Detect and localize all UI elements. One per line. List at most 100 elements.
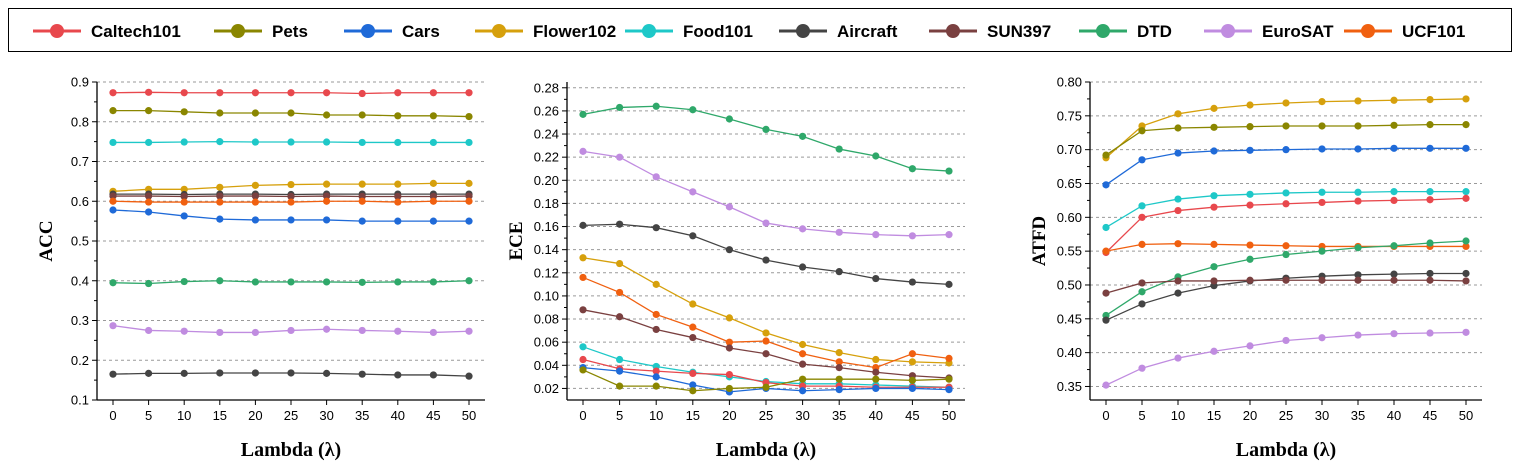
x-tick-label: 25 (759, 408, 773, 423)
series-line (582, 105, 950, 172)
data-point (216, 138, 224, 146)
data-point (323, 278, 331, 286)
data-point (109, 206, 117, 214)
series-sun397 (1102, 276, 1470, 297)
series-food101 (1102, 188, 1470, 232)
x-tick-label: 15 (686, 408, 700, 423)
data-point (1102, 181, 1110, 189)
data-point (1138, 300, 1146, 308)
data-point (835, 358, 843, 366)
data-point (287, 369, 295, 377)
data-point (762, 383, 770, 391)
data-point (1174, 289, 1182, 297)
y-tick-label: 0.7 (71, 154, 89, 169)
legend-entry-cars: Cars (344, 22, 440, 41)
data-point (616, 259, 624, 268)
data-point (1462, 144, 1470, 152)
data-point (1390, 270, 1398, 278)
data-point (945, 167, 953, 175)
data-point (616, 313, 624, 321)
data-point (323, 197, 331, 205)
series-dtd (109, 277, 473, 288)
y-tick-label: 0.04 (534, 358, 559, 373)
legend-entry-ucf101: UCF101 (1344, 22, 1465, 41)
data-point (251, 138, 259, 146)
x-tick-label: 35 (355, 408, 369, 423)
data-point (725, 115, 733, 123)
data-point (1390, 196, 1398, 205)
data-point (465, 138, 473, 147)
data-point (1138, 156, 1146, 164)
data-point (251, 198, 259, 206)
data-point (1462, 242, 1470, 251)
series-ucf101 (109, 197, 473, 206)
data-point (429, 89, 437, 97)
data-point (358, 326, 366, 335)
data-point (762, 350, 770, 358)
data-point (872, 375, 880, 383)
data-point (1426, 239, 1434, 247)
y-tick-label: 0.70 (1057, 142, 1082, 157)
data-point (872, 384, 880, 393)
data-point (689, 381, 697, 389)
data-point (465, 217, 473, 225)
data-point (1210, 347, 1218, 355)
legend-label: DTD (1137, 22, 1172, 41)
x-tick-label: 5 (1138, 408, 1145, 423)
data-point (1354, 244, 1362, 252)
data-point (616, 220, 624, 228)
data-point (689, 323, 697, 331)
data-point (180, 138, 188, 146)
data-point (109, 370, 117, 378)
series-line (1105, 147, 1466, 186)
data-point (1174, 354, 1182, 362)
data-point (1138, 279, 1146, 287)
series-flower102 (1102, 95, 1470, 162)
data-point (145, 88, 153, 96)
legend-marker (796, 24, 810, 38)
data-point (1318, 247, 1326, 255)
data-point (616, 382, 624, 390)
data-point (1354, 145, 1362, 153)
data-point (835, 268, 843, 276)
data-point (109, 107, 117, 115)
data-point (358, 138, 366, 147)
data-point (394, 192, 402, 201)
legend-marker (642, 24, 656, 38)
y-tick-label: 0.14 (534, 242, 559, 257)
data-point (616, 288, 624, 297)
data-point (579, 110, 587, 118)
y-tick-label: 0.65 (1057, 176, 1082, 191)
x-tick-label: 5 (616, 408, 623, 423)
data-point (1246, 201, 1254, 209)
data-point (1282, 99, 1290, 107)
acc-chart: 0.1 0.2 0.3 0.4 0.5 0.6 0.7 0.8 0.9 0 5 10 15 20 25 30 3… (0, 70, 520, 475)
data-point (1246, 342, 1254, 350)
legend-marker (946, 24, 960, 38)
data-point (1174, 206, 1182, 215)
data-point (1318, 98, 1326, 106)
y-tick-label: 0.40 (1057, 345, 1082, 360)
x-tick-label: 35 (1351, 408, 1365, 423)
atfd-chart: 0.35 0.40 0.45 0.50 0.55 0.60 0.65 0.70 0.75 0.80… (1010, 70, 1520, 475)
data-point (652, 173, 660, 181)
y-tick-label: 0.3 (71, 313, 89, 328)
data-point (725, 203, 733, 211)
data-point (465, 89, 473, 97)
data-point (394, 112, 402, 120)
data-point (1102, 381, 1110, 389)
data-point (145, 138, 153, 147)
y-tick-label: 0.1 (71, 393, 89, 408)
x-tick-label: 30 (1315, 408, 1329, 423)
data-point (1282, 276, 1290, 284)
series-eurosat (109, 322, 473, 337)
data-point (689, 369, 697, 378)
data-point (1246, 123, 1254, 131)
data-point (1390, 276, 1398, 284)
data-point (1462, 328, 1470, 336)
legend-label: Flower102 (533, 22, 616, 41)
data-point (1354, 97, 1362, 105)
x-tick-label: 0 (109, 408, 116, 423)
data-point (689, 106, 697, 114)
legend-label: Pets (272, 22, 308, 41)
